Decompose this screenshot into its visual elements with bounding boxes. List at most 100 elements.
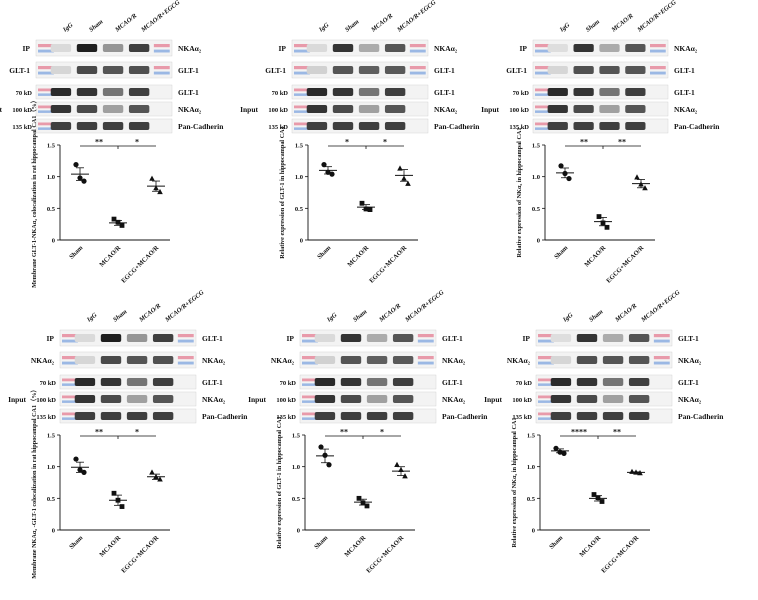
x-category-label: Sham	[68, 244, 85, 261]
input-band	[599, 88, 620, 96]
ip-band	[152, 334, 174, 342]
ladder-right-red	[409, 44, 426, 48]
sig-label-2: *	[135, 138, 139, 147]
ladder-input-red	[302, 378, 318, 382]
ip-band	[332, 44, 354, 52]
chart-3: 0 0.5 1.0 1.5 Relative expression of NKα₂ in…	[516, 128, 655, 285]
ip-band	[384, 44, 406, 52]
ladder-input-blue	[538, 383, 554, 386]
input-band	[128, 105, 150, 113]
ip-band	[102, 66, 124, 74]
ip-band	[547, 66, 568, 74]
ip-band-label-2: NKAα₂	[202, 356, 226, 365]
y-tick-label: 1.5	[295, 143, 304, 150]
lane-label-4: MCAO/R+EGCG	[636, 0, 678, 34]
ladder-right-blue	[153, 49, 170, 53]
ip-band-label-2: NKAα₂	[678, 356, 702, 365]
ladder-input-blue	[62, 417, 78, 420]
input-band	[332, 105, 354, 113]
input-band	[628, 395, 650, 403]
ip-band	[128, 66, 150, 74]
sig-label-2: *	[135, 428, 139, 437]
input-band	[152, 378, 174, 386]
ip-band	[50, 44, 72, 52]
input-band	[314, 395, 336, 403]
data-point	[397, 165, 403, 171]
data-point	[149, 175, 155, 181]
input-band	[384, 122, 406, 130]
ladder-input-blue	[302, 383, 318, 386]
ladder-right-blue	[653, 361, 670, 365]
ladder-right-blue	[153, 71, 170, 75]
lane-label-3: MCAO/R	[613, 302, 639, 324]
input-row-label: Input	[0, 105, 2, 114]
ladder-left-blue	[38, 49, 54, 53]
ladder-right-blue	[653, 339, 670, 343]
ladder-input-blue	[538, 400, 554, 403]
ip-band-label-2: GLT-1	[178, 66, 199, 75]
chart-2: 0 0.5 1.0 1.5 Relative expression of GLT-1 i…	[279, 126, 418, 285]
input-band	[625, 88, 646, 96]
ladder-right-blue	[177, 339, 194, 343]
data-point	[115, 219, 121, 225]
lane-label-2: Sham	[588, 308, 605, 323]
ladder-left-red	[538, 334, 554, 338]
ip-band-label-2: GLT-1	[434, 66, 455, 75]
ladder-input-red	[62, 395, 78, 399]
data-point	[401, 175, 407, 181]
ip-band	[547, 44, 568, 52]
data-point	[364, 503, 370, 509]
y-tick-label: 0	[537, 238, 540, 245]
ladder-right-red	[153, 44, 170, 48]
input-band	[102, 122, 124, 130]
input-band-label: NKAα₂	[434, 105, 458, 114]
ladder-right-blue	[409, 49, 426, 53]
panel-5: IgG Sham MCAO/R MCAO/R+EGCGIPNKAα₂GLT-1NKAα…	[248, 289, 488, 575]
ip-target-label: GLT-1	[265, 66, 286, 75]
data-point	[149, 469, 155, 475]
data-point	[367, 207, 373, 212]
y-tick-label: 1.0	[532, 174, 540, 181]
ip-row-label: IP	[23, 44, 31, 53]
lane-label-1: IgG	[61, 21, 75, 34]
input-band	[547, 88, 568, 96]
panel-3: IgG Sham MCAO/R MCAO/R+EGCGIPGLT-1NKAα₂GLT-…	[481, 0, 720, 285]
data-point	[329, 171, 335, 177]
lane-label-2: Sham	[352, 308, 369, 323]
input-band	[102, 105, 124, 113]
ladder-input-blue	[535, 110, 551, 113]
mw-label: 70 kD	[513, 90, 530, 97]
lane-label-1: IgG	[317, 21, 331, 34]
input-band-label: GLT-1	[678, 378, 699, 387]
data-point	[359, 200, 365, 206]
y-tick-label: 1.5	[47, 143, 56, 150]
input-band-label: GLT-1	[674, 88, 695, 97]
data-point	[600, 220, 606, 226]
y-tick-label: 0.5	[295, 206, 304, 213]
data-point	[363, 206, 369, 212]
ladder-input-blue	[302, 400, 318, 403]
x-category-label: MCAO/R	[578, 534, 602, 558]
ladder-input-red	[62, 378, 78, 382]
ip-band	[384, 66, 406, 74]
data-point	[402, 473, 408, 479]
input-band	[50, 105, 72, 113]
input-row-label: Input	[248, 395, 266, 404]
mw-label: 70 kD	[516, 380, 533, 387]
input-band	[625, 105, 646, 113]
mw-label: 135 kD	[268, 124, 288, 131]
input-band	[314, 412, 336, 420]
y-tick-label: 0.5	[47, 496, 56, 503]
input-band	[50, 122, 72, 130]
ladder-right-red	[153, 66, 170, 70]
input-band	[628, 412, 650, 420]
ip-band	[550, 356, 572, 364]
data-point	[557, 449, 563, 455]
input-band	[550, 378, 572, 386]
y-axis-label: Relative expression of NKα₂ in hippocamp…	[516, 128, 523, 258]
input-band-label: Pan-Cadherin	[178, 122, 224, 131]
ip-band	[340, 356, 362, 364]
ladder-right-blue	[650, 71, 666, 75]
ladder-input-blue	[62, 400, 78, 403]
